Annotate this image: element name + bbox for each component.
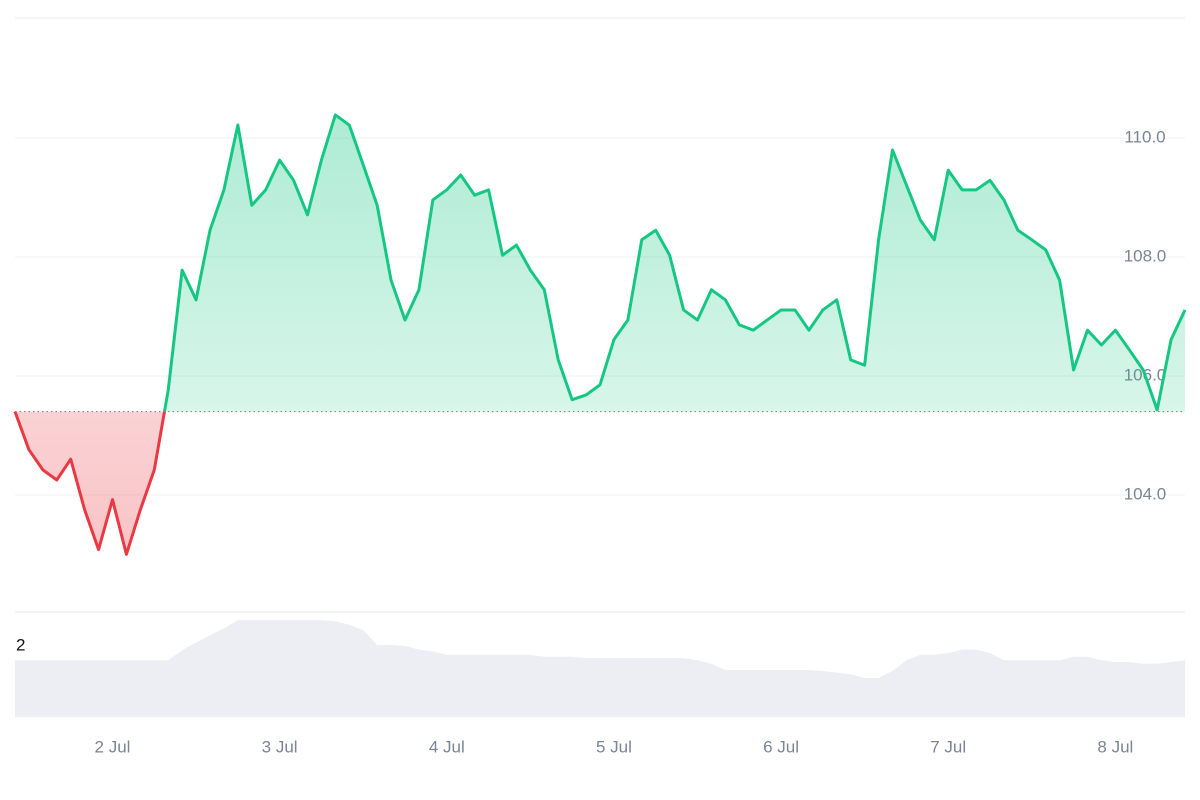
y-tick-label: 108.0 [1124,247,1167,266]
price-line-up [15,113,1187,412]
y-tick-label: 110.0 [1124,128,1165,147]
x-tick-label: 4 Jul [429,737,465,756]
x-tick-label: 6 Jul [763,737,799,756]
x-tick-label: 5 Jul [596,737,632,756]
x-tick-label: 8 Jul [1097,737,1133,756]
x-tick-label: 2 Jul [95,737,131,756]
x-tick-label: 3 Jul [262,737,298,756]
area-down [15,411,1185,555]
y-tick-label: 104.0 [1124,484,1167,503]
x-tick-label: 7 Jul [930,737,966,756]
volume-area [15,620,1185,717]
area-up [164,114,1185,412]
volume-tick-label: 2 [16,636,25,655]
